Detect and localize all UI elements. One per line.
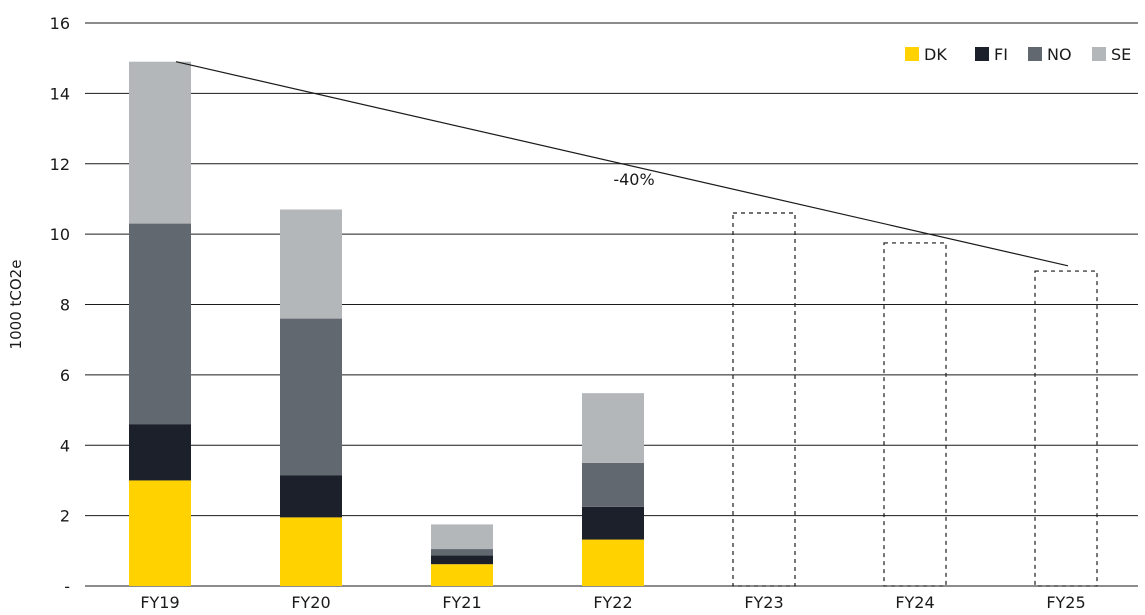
y-tick-label: 14 <box>50 84 70 103</box>
x-tick-label: FY23 <box>744 593 783 612</box>
x-tick-labels: FY19 FY20 FY21 FY22 FY23 FY24 FY25 <box>140 593 1085 612</box>
y-tick-label: 12 <box>50 155 70 174</box>
y-tick-label: 4 <box>60 436 70 455</box>
y-tick-labels: - 2 4 6 8 10 12 14 16 <box>50 14 70 596</box>
bar-no-fy19 <box>129 223 191 425</box>
bars <box>129 61 644 586</box>
y-tick-label: 6 <box>60 366 70 385</box>
trend-line <box>175 61 1069 267</box>
legend-swatch-se <box>1092 47 1106 61</box>
y-tick-label: 16 <box>50 14 70 33</box>
x-tick-label: FY24 <box>895 593 934 612</box>
legend-label-dk: DK <box>924 45 947 64</box>
target-bar-fy25 <box>1034 270 1098 587</box>
trend-label: -40% <box>613 170 654 189</box>
legend-label-no: NO <box>1047 45 1072 64</box>
bar-fi-fy21 <box>431 555 493 565</box>
legend-label-se: SE <box>1111 45 1131 64</box>
bar-se-fy22 <box>582 393 644 463</box>
x-tick-label: FY25 <box>1046 593 1085 612</box>
bar-fi-fy22 <box>582 506 644 540</box>
bar-no-fy22 <box>582 462 644 507</box>
bar-dk-fy19 <box>129 480 191 586</box>
target-bar-fy24 <box>883 242 947 587</box>
legend-swatch-fi <box>975 47 989 61</box>
y-axis-label: 1000 tCO2e <box>7 260 25 350</box>
bar-se-fy20 <box>280 209 342 319</box>
bar-no-fy20 <box>280 318 342 476</box>
x-tick-label: FY21 <box>442 593 481 612</box>
bar-fi-fy19 <box>129 424 191 481</box>
bar-dk-fy22 <box>582 539 644 586</box>
y-tick-label: 2 <box>60 507 70 526</box>
gridlines <box>85 22 1138 587</box>
legend-label-fi: FI <box>994 45 1008 64</box>
y-tick-label: - <box>64 577 70 596</box>
bar-se-fy21 <box>431 524 493 550</box>
legend: DK FI NO SE <box>905 45 1131 64</box>
bar-dk-fy21 <box>431 564 493 586</box>
target-bar-fy23 <box>732 212 796 587</box>
x-tick-label: FY19 <box>140 593 179 612</box>
legend-swatch-no <box>1028 47 1042 61</box>
bar-fi-fy20 <box>280 475 342 518</box>
x-tick-label: FY20 <box>291 593 330 612</box>
legend-swatch-dk <box>905 47 919 61</box>
y-tick-label: 10 <box>50 225 70 244</box>
x-tick-label: FY22 <box>593 593 632 612</box>
y-tick-label: 8 <box>60 296 70 315</box>
bar-dk-fy20 <box>280 517 342 586</box>
target-bars <box>732 212 1098 587</box>
bar-se-fy19 <box>129 61 191 224</box>
bar-no-fy21 <box>431 549 493 556</box>
